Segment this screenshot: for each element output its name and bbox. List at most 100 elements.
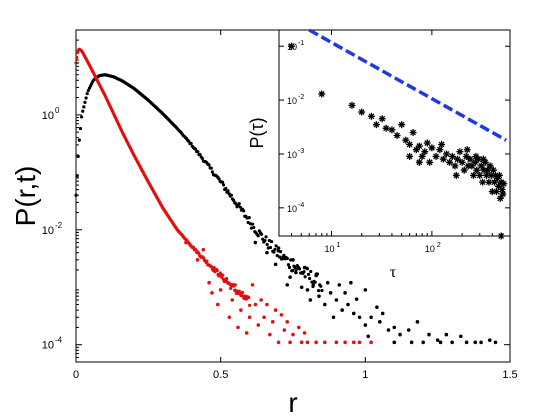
main-point bbox=[308, 298, 313, 302]
main-point bbox=[378, 320, 382, 324]
main-series-1 bbox=[74, 47, 373, 345]
main-point bbox=[299, 340, 304, 345]
inset-x-tick-exponent: 1 bbox=[336, 242, 340, 249]
main-point bbox=[238, 205, 242, 209]
main-point bbox=[366, 334, 371, 339]
main-point bbox=[288, 275, 292, 279]
inset-point bbox=[452, 171, 460, 179]
inset-point bbox=[423, 139, 431, 147]
inset-point bbox=[436, 146, 444, 154]
inset-point bbox=[500, 180, 508, 188]
inset-point bbox=[406, 140, 414, 148]
main-point bbox=[340, 308, 344, 312]
main-point bbox=[224, 186, 228, 191]
main-point bbox=[308, 276, 312, 281]
main-point bbox=[351, 340, 356, 345]
main-point bbox=[82, 105, 86, 109]
main-point bbox=[464, 340, 469, 345]
main-point bbox=[363, 288, 368, 292]
main-point bbox=[215, 302, 220, 307]
main-point bbox=[282, 253, 286, 257]
main-point bbox=[319, 284, 323, 288]
main-x-tick-label: 0 bbox=[73, 369, 79, 381]
inset-point bbox=[318, 90, 326, 98]
inset-series-0 bbox=[288, 42, 508, 240]
inset-point bbox=[382, 124, 390, 132]
main-point bbox=[349, 280, 353, 285]
main-point bbox=[316, 288, 321, 293]
main-point bbox=[357, 340, 362, 345]
main-point bbox=[240, 290, 245, 295]
main-point bbox=[337, 283, 342, 287]
main-point bbox=[493, 340, 498, 345]
inset-x-axis-label: τ bbox=[390, 264, 397, 281]
main-point bbox=[375, 305, 379, 309]
main-point bbox=[256, 234, 260, 238]
inset-point bbox=[409, 129, 417, 137]
main-x-tick-label: 1 bbox=[362, 369, 368, 381]
inset-point bbox=[446, 158, 454, 166]
main-point bbox=[194, 147, 198, 151]
inset-point bbox=[415, 158, 423, 166]
main-point bbox=[76, 154, 80, 158]
inset-point bbox=[492, 188, 500, 196]
inset-point bbox=[495, 171, 503, 179]
inset-point bbox=[473, 166, 481, 174]
main-point bbox=[313, 280, 317, 284]
inset-point bbox=[358, 108, 366, 116]
main-point bbox=[237, 202, 241, 206]
main-point bbox=[84, 96, 88, 100]
main-point bbox=[369, 315, 373, 320]
main-point bbox=[207, 280, 211, 285]
main-point bbox=[285, 283, 290, 287]
main-point bbox=[189, 141, 193, 146]
main-point bbox=[224, 277, 229, 281]
main-point bbox=[287, 265, 292, 270]
main-point bbox=[294, 267, 298, 272]
main-point bbox=[229, 286, 233, 291]
main-point bbox=[265, 302, 269, 307]
inset-point bbox=[348, 101, 356, 109]
main-point bbox=[270, 320, 275, 324]
main-series-0 bbox=[74, 73, 498, 345]
main-point bbox=[239, 308, 243, 312]
inset-point bbox=[489, 166, 497, 174]
inset-point bbox=[418, 152, 426, 160]
main-point bbox=[309, 269, 313, 274]
main-point bbox=[226, 189, 230, 193]
main-point bbox=[406, 328, 411, 332]
main-point bbox=[438, 340, 443, 345]
main-point bbox=[291, 258, 295, 262]
main-point bbox=[83, 100, 87, 105]
main-point bbox=[473, 340, 478, 345]
main-point bbox=[229, 193, 233, 197]
main-point bbox=[444, 332, 449, 337]
inset-y-tick-label: 10 bbox=[287, 150, 297, 160]
main-point bbox=[299, 285, 304, 290]
main-point bbox=[234, 202, 238, 206]
main-point bbox=[272, 250, 276, 254]
main-point bbox=[253, 302, 258, 307]
inset-point bbox=[466, 155, 474, 163]
inset-point bbox=[406, 152, 414, 160]
main-point bbox=[262, 315, 266, 320]
main-point bbox=[278, 250, 283, 254]
inset-point bbox=[460, 166, 468, 174]
inset-point bbox=[288, 42, 296, 50]
main-x-tick-label: 1.5 bbox=[502, 369, 517, 381]
main-point bbox=[346, 302, 350, 307]
main-y-tick-label: 10 bbox=[42, 225, 54, 237]
main-point bbox=[247, 295, 251, 300]
main-point bbox=[81, 109, 85, 113]
main-y-tick-exponent: -2 bbox=[55, 221, 63, 230]
inset-point bbox=[415, 142, 423, 150]
main-point bbox=[210, 291, 214, 295]
inset-point bbox=[451, 162, 459, 170]
main-point bbox=[331, 315, 336, 320]
main-point bbox=[201, 247, 206, 252]
main-point bbox=[268, 245, 273, 250]
main-point bbox=[305, 267, 310, 271]
inset-y-tick-label: 10 bbox=[287, 204, 297, 214]
main-point bbox=[78, 126, 83, 131]
